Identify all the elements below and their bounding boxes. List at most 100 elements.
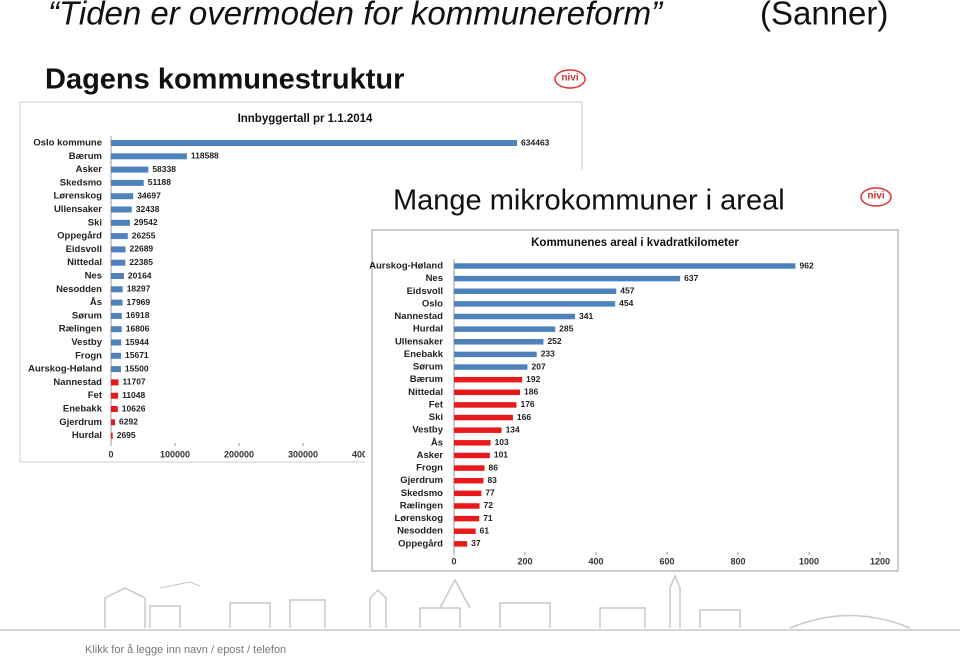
value-label: 32438 xyxy=(136,204,160,214)
category-label: Nittedal xyxy=(408,387,443,398)
category-label: Sørum xyxy=(413,362,443,373)
bar xyxy=(111,312,122,319)
category-label: Aurskog-Høland xyxy=(369,261,443,272)
bar xyxy=(454,515,480,522)
x-tick-label: 800 xyxy=(730,556,745,566)
bar xyxy=(454,376,523,383)
bar xyxy=(111,392,119,399)
category-label: Eidsvoll xyxy=(407,286,443,297)
bar xyxy=(111,366,121,373)
value-label: 29542 xyxy=(134,217,158,227)
value-label: 16918 xyxy=(126,310,150,320)
bar xyxy=(111,233,128,240)
bar xyxy=(111,193,134,200)
value-label: 61 xyxy=(480,525,490,535)
category-label: Ullensaker xyxy=(54,204,102,215)
category-label: Ås xyxy=(431,437,443,448)
bar xyxy=(454,339,544,345)
x-tick-label: 1000 xyxy=(799,556,819,566)
bar xyxy=(454,313,576,320)
footer: Klikk for å legge inn navn / epost / tel… xyxy=(85,644,286,656)
x-tick-label: 1200 xyxy=(870,556,890,566)
bar xyxy=(454,503,480,509)
value-label: 166 xyxy=(517,412,531,422)
value-label: 15500 xyxy=(125,363,149,373)
value-label: 51188 xyxy=(148,177,171,187)
value-label: 186 xyxy=(524,387,538,397)
category-label: Bærum xyxy=(410,374,443,385)
panel-heading: Mange mikrokommuner i areal xyxy=(393,185,785,217)
value-label: 86 xyxy=(489,462,499,472)
category-label: Asker xyxy=(417,450,444,461)
bar xyxy=(111,273,124,279)
value-label: 58338 xyxy=(152,164,176,174)
chart-frame xyxy=(371,229,899,572)
slide-title: “Tiden er overmoden for kommunereform” xyxy=(48,0,664,32)
bar xyxy=(454,414,513,421)
category-label: Nes xyxy=(426,273,443,284)
value-label: 176 xyxy=(520,399,534,409)
bar xyxy=(111,286,123,293)
value-label: 134 xyxy=(506,424,520,434)
value-label: 285 xyxy=(559,323,573,333)
x-tick-label: 300000 xyxy=(288,449,318,459)
x-tick-label: 0 xyxy=(108,449,113,459)
bar xyxy=(454,301,616,307)
chart-title: Innbyggertall pr 1.1.2014 xyxy=(238,113,373,125)
bar xyxy=(454,490,482,497)
category-label: Hurdal xyxy=(413,324,443,335)
value-label: 634463 xyxy=(521,137,550,147)
category-label: Asker xyxy=(76,164,103,175)
category-label: Ski xyxy=(88,217,102,228)
bar xyxy=(454,351,537,358)
bar xyxy=(111,432,113,439)
category-label: Sørum xyxy=(72,310,102,321)
category-label: Oslo kommune xyxy=(33,138,102,149)
logo: nivi xyxy=(554,69,586,89)
category-label: Fet xyxy=(429,399,444,410)
value-label: 192 xyxy=(526,374,540,384)
bar xyxy=(454,541,468,547)
bar xyxy=(454,465,485,471)
category-label: Oppegård xyxy=(57,231,102,242)
bar xyxy=(454,477,484,484)
value-label: 72 xyxy=(484,500,494,510)
bar xyxy=(454,402,517,408)
category-label: Nes xyxy=(85,271,102,282)
bar xyxy=(454,440,491,446)
category-label: Nannestad xyxy=(53,377,102,388)
value-label: 233 xyxy=(541,349,555,359)
chart-title: Kommunenes areal i kvadratkilometer xyxy=(531,237,739,249)
category-label: Gjerdrum xyxy=(59,417,102,428)
bar xyxy=(454,528,476,534)
bar xyxy=(111,379,119,386)
category-label: Vestby xyxy=(412,425,443,436)
value-label: 637 xyxy=(684,273,698,283)
bar xyxy=(111,166,149,173)
category-label: Nittedal xyxy=(67,257,102,268)
bar xyxy=(454,275,681,282)
value-label: 71 xyxy=(483,513,493,523)
x-tick-label: 200 xyxy=(517,556,532,566)
bar xyxy=(111,299,123,306)
logo-text: nivi xyxy=(867,191,884,202)
value-label: 11707 xyxy=(122,377,145,387)
x-tick-label: 0 xyxy=(451,556,456,566)
category-label: Nesodden xyxy=(56,284,102,295)
bar xyxy=(454,326,556,332)
x-tick-label: 200000 xyxy=(224,449,254,459)
logo-text: nivi xyxy=(561,73,578,84)
bar xyxy=(454,364,528,370)
value-label: 207 xyxy=(531,361,545,371)
category-label: Skedsmo xyxy=(401,488,443,499)
bar xyxy=(454,263,796,269)
category-label: Lørenskog xyxy=(394,513,443,524)
category-label: Ullensaker xyxy=(395,336,443,347)
value-label: 457 xyxy=(620,286,634,296)
category-label: Hurdal xyxy=(72,430,102,441)
value-label: 16806 xyxy=(126,323,150,333)
bar xyxy=(111,326,122,333)
category-label: Nesodden xyxy=(397,526,443,537)
category-label: Oslo xyxy=(422,298,443,309)
category-label: Enebakk xyxy=(63,404,103,415)
